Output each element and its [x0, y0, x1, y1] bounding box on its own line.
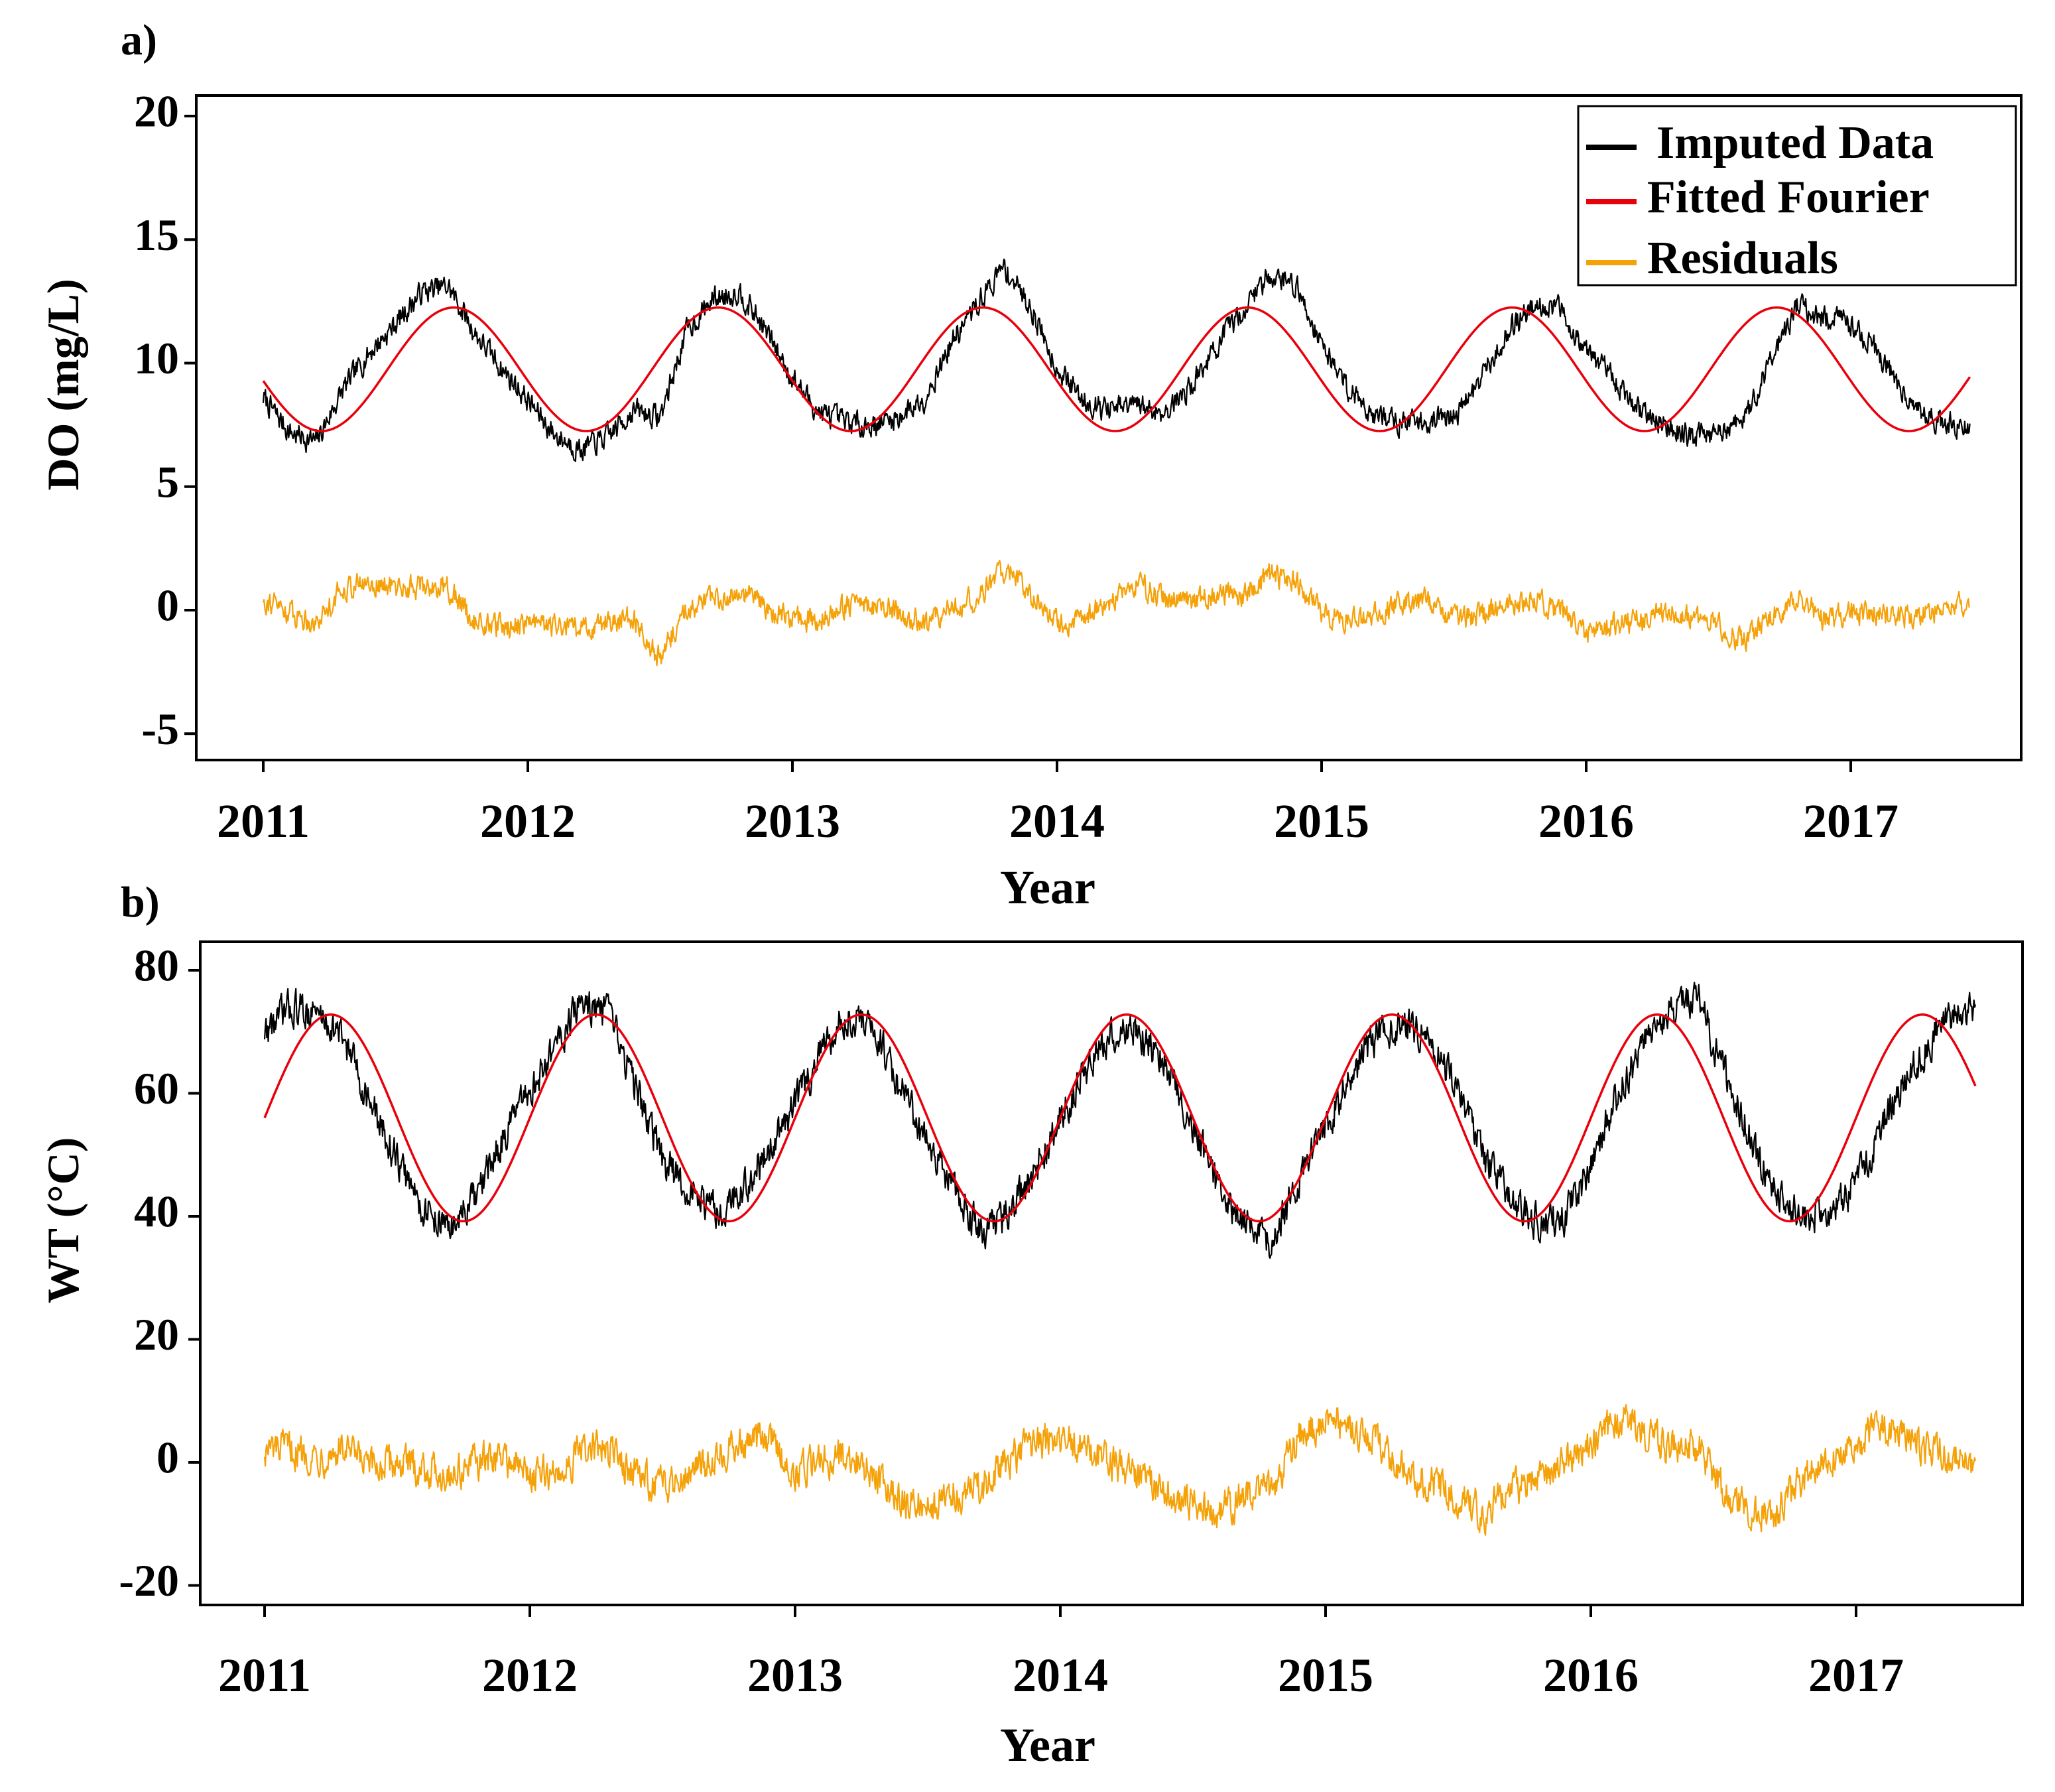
- x-tick-label-2013: 2013: [747, 1649, 843, 1702]
- panel-b-label: b): [121, 878, 160, 927]
- legend-box: [1577, 105, 2017, 287]
- series-line-fitted-fourier: [262, 306, 1971, 432]
- series-line-residuals: [263, 1403, 1977, 1536]
- y-tick-label-40: 40: [134, 1186, 179, 1237]
- legend-item-imputed: Imputed Data: [1586, 117, 1934, 168]
- series-line-residuals: [262, 560, 1970, 667]
- x-tick-label-2012: 2012: [482, 1649, 578, 1702]
- panel-a-series: [262, 258, 1971, 667]
- legend-label-fitted: Fitted Fourier: [1647, 172, 1930, 223]
- y-tick-label-15: 15: [134, 210, 179, 260]
- y-tick-label-60: 60: [134, 1063, 179, 1114]
- panel-a-y-axis-title: DO (mg/L): [38, 279, 88, 490]
- panel-b-x-axis-title: Year: [1000, 1718, 1095, 1771]
- legend-label-imputed: Imputed Data: [1656, 117, 1934, 168]
- panel-a-x-axis-title: Year: [1000, 861, 1095, 914]
- x-tick-label-2016: 2016: [1543, 1649, 1639, 1702]
- x-tick-label-2015: 2015: [1278, 1649, 1373, 1702]
- y-tick-label-0: 0: [156, 580, 179, 631]
- series-line-imputed-data: [262, 258, 1971, 462]
- panel-a-label: a): [121, 16, 157, 64]
- y-tick-label--5: -5: [141, 704, 179, 754]
- x-tick-label-2011: 2011: [218, 1649, 311, 1702]
- x-tick-label-2016: 2016: [1538, 795, 1634, 848]
- y-tick-label-5: 5: [156, 456, 179, 507]
- x-tick-label-2017: 2017: [1803, 795, 1899, 848]
- panel-b-plot-frame: [199, 940, 2024, 1606]
- series-line-imputed-data: [263, 982, 1977, 1259]
- y-tick-label-80: 80: [134, 940, 179, 991]
- panel-b-wt-chart: b) -20 0 20 40 60 80 2011 2012 2013 2014 2015 2016…: [38, 878, 2024, 1771]
- panel-b-y-axis: -20 0 20 40 60 80: [119, 940, 200, 1606]
- x-tick-label-2017: 2017: [1808, 1649, 1904, 1702]
- legend: Imputed Data Fitted Fourier Residuals: [1577, 105, 2017, 287]
- y-tick-label-10: 10: [134, 333, 179, 383]
- panel-a-x-axis: 2011 2012 2013 2014 2015 2016 2017: [217, 760, 1899, 848]
- y-tick-label-20: 20: [134, 1309, 179, 1360]
- x-tick-label-2014: 2014: [1009, 795, 1105, 848]
- panel-b-series: [263, 982, 1977, 1536]
- legend-label-residuals: Residuals: [1647, 233, 1838, 284]
- legend-item-fitted: Fitted Fourier: [1586, 172, 1930, 223]
- legend-item-residuals: Residuals: [1586, 233, 1838, 284]
- y-tick-label--20: -20: [119, 1555, 179, 1606]
- y-tick-label-20: 20: [134, 86, 179, 137]
- x-tick-label-2011: 2011: [217, 795, 310, 848]
- x-tick-label-2013: 2013: [745, 795, 840, 848]
- panel-b-y-axis-title: WT (°C): [38, 1137, 88, 1304]
- y-tick-label-0: 0: [156, 1433, 179, 1483]
- panel-b-x-axis: 2011 2012 2013 2014 2015 2016 2017: [218, 1605, 1904, 1702]
- x-tick-label-2014: 2014: [1013, 1649, 1108, 1702]
- series-line-fitted-fourier: [263, 1013, 1977, 1223]
- panel-a-plot-frame: [195, 94, 2023, 761]
- x-tick-label-2012: 2012: [480, 795, 576, 848]
- panel-a-y-axis: -5 0 5 10 15 20: [134, 86, 196, 754]
- x-tick-label-2015: 2015: [1274, 795, 1369, 848]
